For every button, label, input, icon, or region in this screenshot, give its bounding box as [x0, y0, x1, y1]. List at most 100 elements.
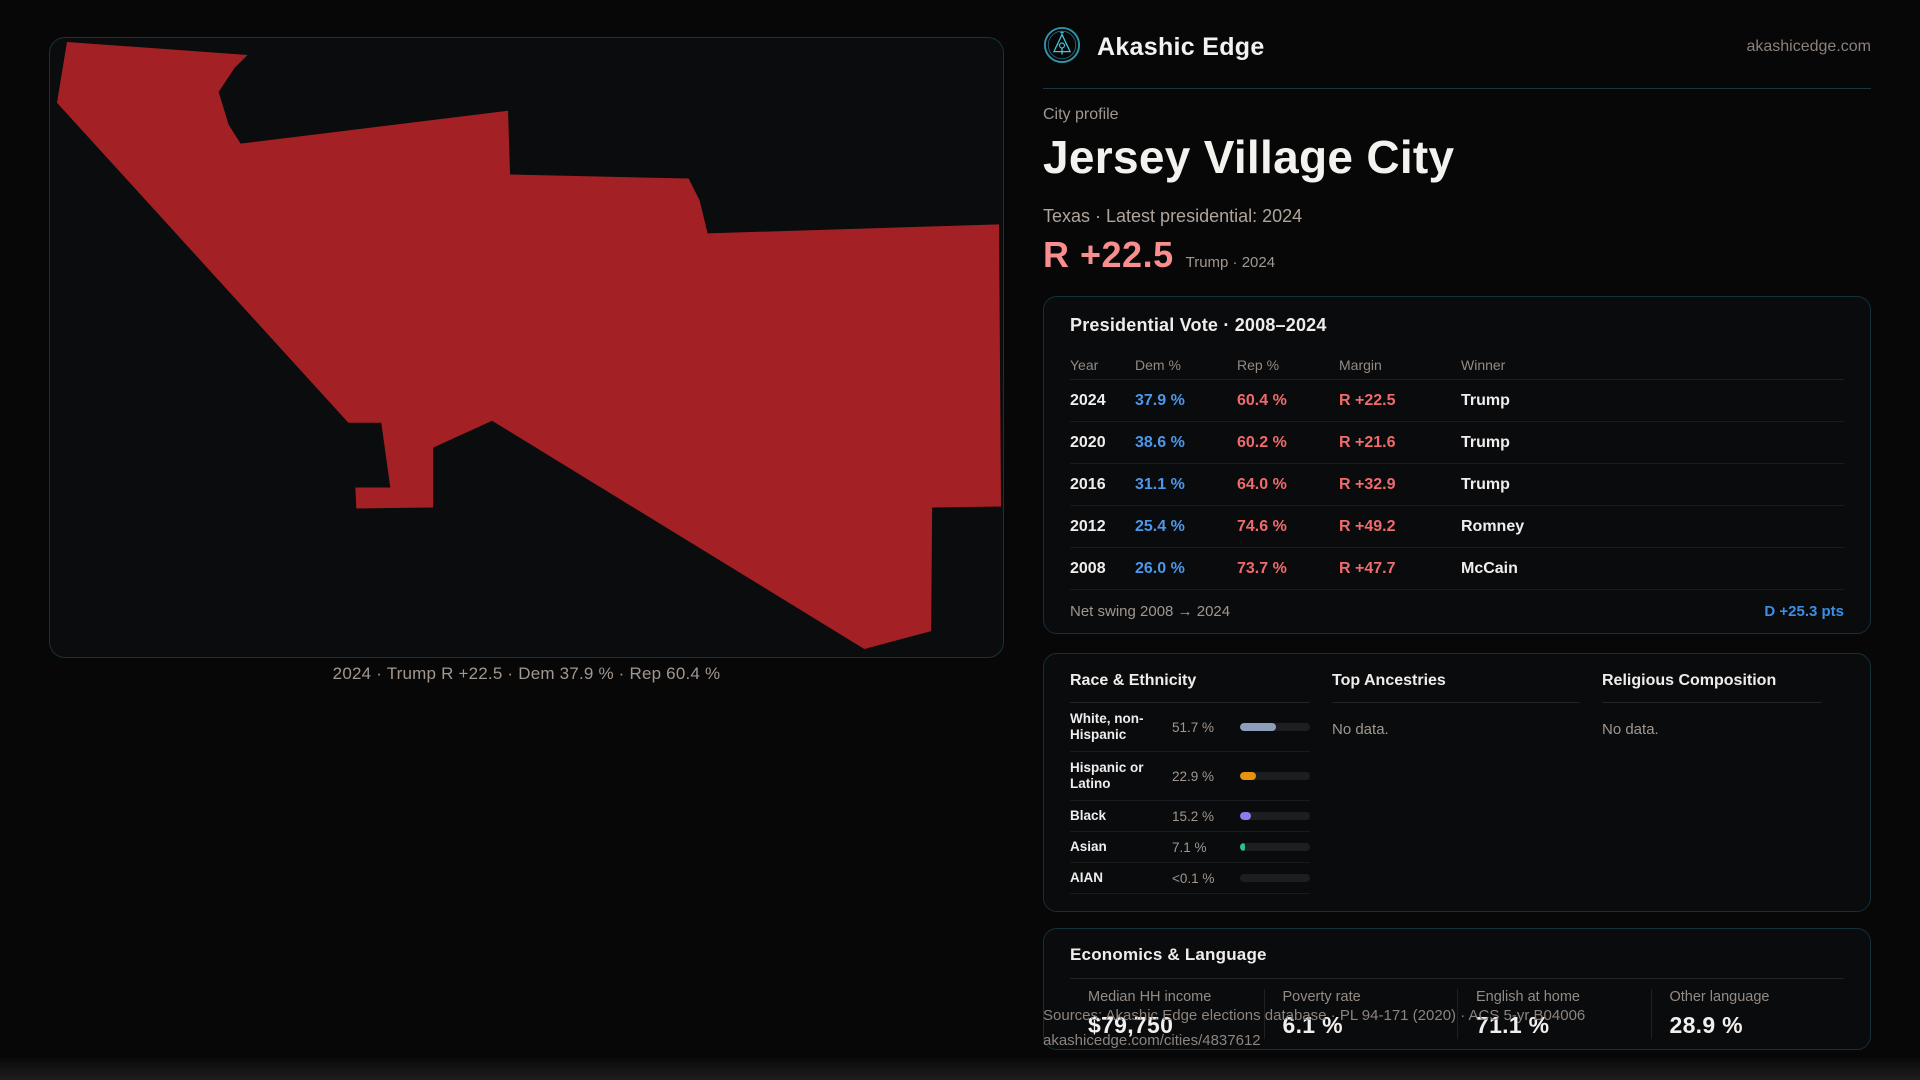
stat-cell: Median HH income $79,750	[1070, 989, 1264, 1039]
race-bar-track	[1240, 772, 1310, 780]
race-bar-fill	[1240, 843, 1245, 851]
race-bar-track	[1240, 843, 1310, 851]
cell-winner: Trump	[1461, 391, 1510, 409]
race-bar-fill	[1240, 812, 1251, 820]
map-svg	[56, 41, 1002, 650]
economics-card: Economics & Language Median HH income $79…	[1043, 928, 1871, 1050]
ancestries-empty-state: No data.	[1332, 721, 1389, 738]
cell-dem: 37.9 %	[1135, 391, 1185, 409]
cell-winner: Trump	[1461, 475, 1510, 493]
race-label: AIAN	[1070, 870, 1103, 885]
cell-winner: McCain	[1461, 559, 1518, 577]
stat-value: $79,750	[1088, 1012, 1174, 1038]
cell-year: 2024	[1070, 391, 1106, 409]
cell-margin: R +49.2	[1339, 517, 1396, 535]
header: Akashic Edge akashicedge.com	[1043, 26, 1871, 68]
race-value: 51.7 %	[1172, 719, 1215, 735]
stat-label: English at home	[1476, 989, 1580, 1005]
cell-margin: R +22.5	[1339, 391, 1396, 409]
cell-rep: 73.7 %	[1237, 559, 1287, 577]
race-label: Hispanic or Latino	[1070, 760, 1144, 791]
brand-domain-link[interactable]: akashicedge.com	[1746, 38, 1871, 55]
race-row: Hispanic or Latino 22.9 %	[1070, 752, 1310, 801]
vote-table: Year Dem % Rep % Margin Winner 2024 37.9 % 60.4…	[1070, 350, 1844, 590]
ancestries-section: Top Ancestries No data.	[1332, 672, 1602, 894]
column-header: Dem %	[1135, 356, 1181, 373]
kicker: City profile	[1043, 106, 1119, 123]
stat-label: Other language	[1669, 989, 1770, 1005]
race-label: Asian	[1070, 839, 1107, 854]
demographics-card: Race & Ethnicity White, non-Hispanic 51.7…	[1043, 653, 1871, 912]
cell-rep: 64.0 %	[1237, 475, 1287, 493]
net-swing-label: Net swing 2008 → 2024	[1070, 603, 1231, 620]
column-header: Margin	[1339, 356, 1382, 373]
ancestries-section-title: Top Ancestries	[1332, 672, 1446, 689]
cell-margin: R +32.9	[1339, 475, 1396, 493]
race-value: 15.2 %	[1172, 808, 1215, 824]
cell-rep: 60.2 %	[1237, 433, 1287, 451]
cell-year: 2016	[1070, 475, 1106, 493]
city-boundary-polygon	[56, 41, 1002, 650]
cell-winner: Romney	[1461, 517, 1525, 535]
vote-table-row: 2008 26.0 % 73.7 % R +47.7 McCain	[1070, 548, 1844, 590]
section-divider	[1070, 978, 1844, 979]
brand-logo-icon	[1043, 26, 1081, 69]
subtitle: Texas · Latest presidential: 2024	[1043, 206, 1303, 226]
section-divider	[1070, 702, 1310, 703]
net-swing-value: D +25.3 pts	[1764, 603, 1844, 620]
cell-year: 2012	[1070, 517, 1106, 535]
cell-dem: 25.4 %	[1135, 517, 1185, 535]
economics-stats: Median HH income $79,750 Poverty rate 6.1 %…	[1070, 989, 1844, 1039]
margin-context: Trump · 2024	[1185, 254, 1276, 271]
section-divider	[1602, 702, 1822, 703]
section-divider	[1332, 702, 1580, 703]
race-value: 7.1 %	[1172, 839, 1207, 855]
race-ethnicity-section: Race & Ethnicity White, non-Hispanic 51.7…	[1070, 672, 1332, 894]
race-section-title: Race & Ethnicity	[1070, 672, 1197, 689]
bottom-strip	[0, 1058, 1920, 1080]
vote-card-title: Presidential Vote · 2008–2024	[1070, 315, 1327, 335]
cell-dem: 26.0 %	[1135, 559, 1185, 577]
cell-year: 2008	[1070, 559, 1106, 577]
footer: Sources: Akashic Edge elections database…	[1043, 1003, 1585, 1053]
net-swing-row: Net swing 2008 → 2024 D +25.3 pts	[1070, 603, 1844, 620]
stat-cell: Other language 28.9 %	[1650, 989, 1845, 1039]
stat-value: 28.9 %	[1669, 1012, 1743, 1038]
stat-label: Poverty rate	[1282, 989, 1361, 1005]
race-label: Black	[1070, 808, 1107, 823]
vote-table-row: 2020 38.6 % 60.2 % R +21.6 Trump	[1070, 422, 1844, 464]
header-divider	[1043, 88, 1871, 89]
sources-text: Sources: Akashic Edge elections database…	[1043, 1007, 1586, 1024]
cell-year: 2020	[1070, 433, 1106, 451]
race-label: White, non-Hispanic	[1070, 711, 1144, 742]
race-row: AIAN <0.1 %	[1070, 863, 1310, 894]
column-header: Winner	[1461, 356, 1506, 373]
race-bar-fill	[1240, 772, 1257, 780]
stat-value: 6.1 %	[1282, 1012, 1343, 1038]
cell-winner: Trump	[1461, 433, 1510, 451]
cell-rep: 60.4 %	[1237, 391, 1287, 409]
race-rows: White, non-Hispanic 51.7 % Hispanic or Lat…	[1070, 703, 1310, 894]
race-bar-fill	[1240, 723, 1277, 731]
presidential-vote-card: Presidential Vote · 2008–2024 Year Dem % R…	[1043, 296, 1871, 634]
stat-label: Median HH income	[1088, 989, 1212, 1005]
cell-margin: R +21.6	[1339, 433, 1396, 451]
stat-cell: English at home 71.1 %	[1457, 989, 1651, 1039]
vote-table-header: Year Dem % Rep % Margin Winner	[1070, 350, 1844, 380]
economics-card-title: Economics & Language	[1070, 945, 1267, 964]
race-value: <0.1 %	[1172, 870, 1215, 886]
race-bar-track	[1240, 874, 1310, 882]
vote-table-row: 2016 31.1 % 64.0 % R +32.9 Trump	[1070, 464, 1844, 506]
religion-section: Religious Composition No data.	[1602, 672, 1844, 894]
page-title: Jersey Village City	[1043, 131, 1455, 183]
latest-margin: R +22.5 Trump · 2024	[1043, 234, 1275, 276]
margin-value: R +22.5	[1043, 234, 1174, 275]
cell-rep: 74.6 %	[1237, 517, 1287, 535]
religion-empty-state: No data.	[1602, 721, 1659, 738]
vote-table-row: 2012 25.4 % 74.6 % R +49.2 Romney	[1070, 506, 1844, 548]
race-bar-track	[1240, 723, 1310, 731]
race-row: White, non-Hispanic 51.7 %	[1070, 703, 1310, 752]
cell-margin: R +47.7	[1339, 559, 1396, 577]
permalink-link[interactable]: akashicedge.com/cities/4837612	[1043, 1032, 1261, 1049]
